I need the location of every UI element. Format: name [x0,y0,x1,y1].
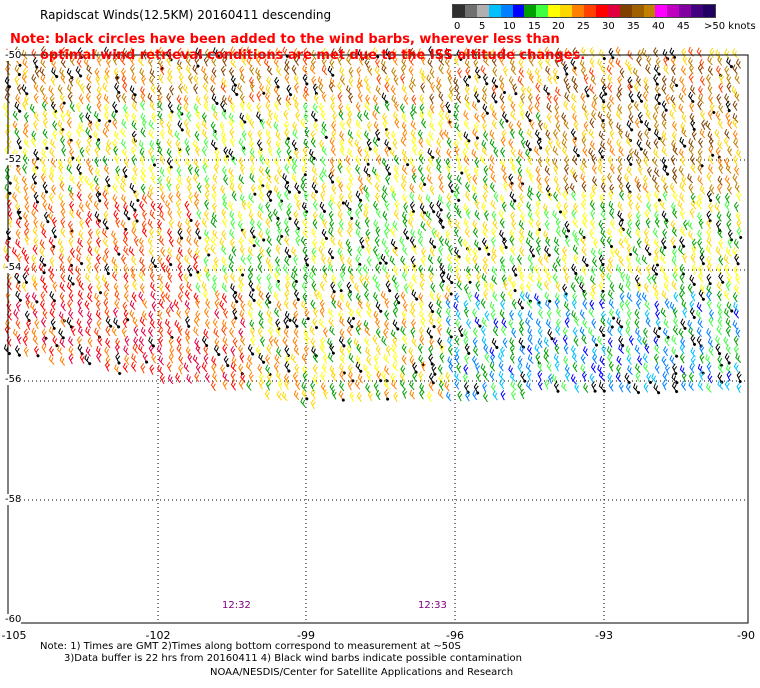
legend-swatch [488,5,501,17]
time-label-right: 12:33 [418,600,447,611]
lon-tick-label: -90 [737,629,755,642]
lon-tick-label: -96 [446,629,464,642]
note-line-1: Note: black circles have been added to t… [10,32,560,47]
legend-label: >50 knots [704,21,756,32]
legend-label: 15 [528,21,541,32]
legend-swatch [536,5,549,17]
legend-label: 10 [503,21,516,32]
note-line-2: optimal wind retrieval conditions are me… [40,48,586,63]
legend-swatch [607,5,620,17]
map-title: Rapidscat Winds(12.5KM) 20160411 descend… [40,8,332,22]
legend-swatch [464,5,477,17]
lat-tick-label: -52 [5,154,22,165]
map-frame [7,54,749,624]
legend-swatch [655,5,668,17]
legend-label: 5 [479,21,486,32]
lon-tick-label: -93 [595,629,613,642]
legend-swatch [524,5,537,17]
time-label-left: 12:32 [222,600,251,611]
legend-label: 45 [677,21,690,32]
legend-label: 0 [454,21,461,32]
legend-swatch [583,5,596,17]
legend-swatch [667,5,680,17]
wind-barbs-layer [2,46,743,410]
lon-tick-label: -102 [145,629,171,642]
legend-swatch [691,5,704,17]
legend-swatch [595,5,608,17]
legend-swatch [679,5,692,17]
lon-tick-label: -105 [1,629,27,642]
legend-label: 35 [627,21,640,32]
legend-label: 25 [577,21,590,32]
legend-swatch [500,5,513,17]
legend-swatch [453,5,465,17]
footer-credit: NOAA/NESDIS/Center for Satellite Applica… [210,667,514,678]
lat-tick-label: -56 [5,374,22,385]
legend-swatch [572,5,584,17]
lat-lon-gridlines [8,55,748,623]
footer-note-2: 3)Data buffer is 22 hrs from 20160411 4)… [64,653,522,664]
speed-color-legend: 0 5 10 15 20 25 30 35 40 45 >50 knots [452,4,756,36]
lat-tick-label: -54 [5,262,22,273]
legend-label: 20 [552,21,565,32]
legend-label: 30 [602,21,615,32]
lat-tick-label: -50 [5,50,22,61]
legend-swatch [703,5,715,17]
legend-swatch [560,5,573,17]
legend-label: 40 [652,21,665,32]
legend-swatch [548,5,561,17]
lon-tick-label: -99 [297,629,315,642]
legend-swatch [512,5,525,17]
legend-swatch [619,5,632,17]
legend-swatch [631,5,644,17]
lat-tick-label: -58 [5,494,22,505]
footer-note-1: Note: 1) Times are GMT 2)Times along bot… [40,641,461,652]
legend-color-bar [452,4,716,18]
lat-tick-label: -60 [5,614,22,625]
legend-swatch [643,5,656,17]
legend-swatch [476,5,489,17]
